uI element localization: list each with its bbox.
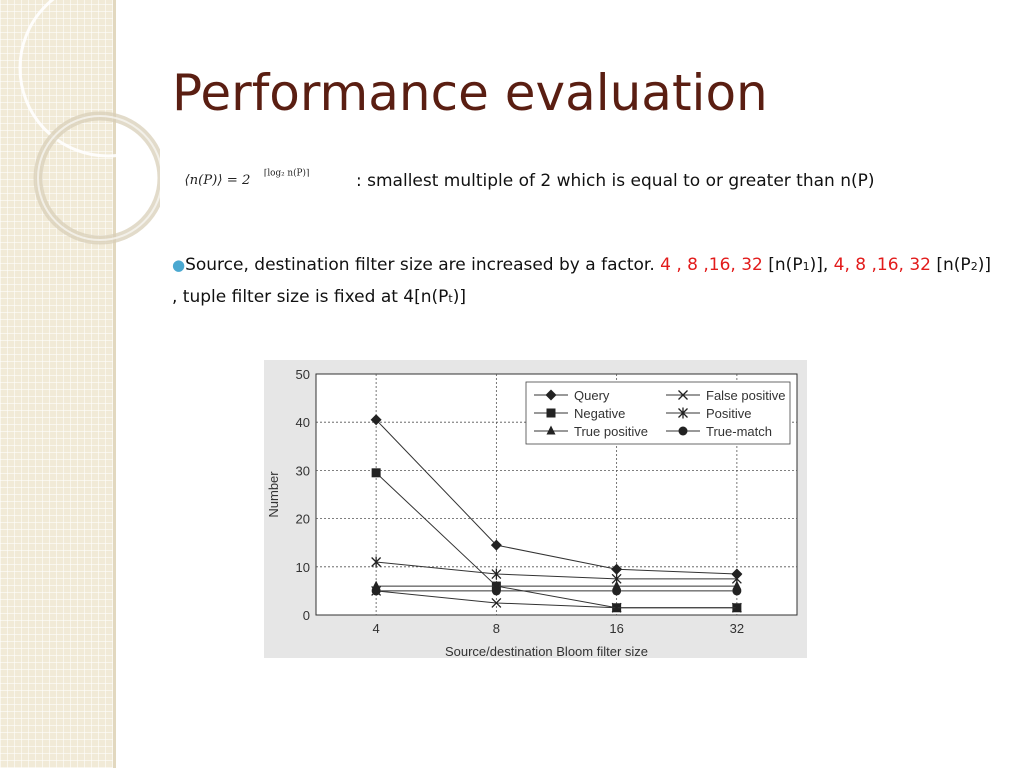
y-tick-label: 40 — [296, 415, 310, 430]
data-point-false-positive — [491, 597, 502, 608]
x-tick-label: 4 — [373, 621, 380, 636]
legend-label: True positive — [574, 424, 648, 439]
y-tick-label: 10 — [296, 560, 310, 575]
legend-marker — [545, 389, 557, 401]
data-point-true-match — [732, 586, 742, 596]
data-point-true-match — [491, 586, 501, 596]
bullet-red-values-2: 4, 8 ,16, 32 — [833, 255, 931, 275]
bullet-subscript-2: 2 — [970, 260, 978, 273]
formula-lhs: ⟨n(P)⟩ = 2 — [184, 173, 250, 188]
data-point-positive — [611, 573, 622, 585]
data-point-negative — [371, 468, 381, 478]
data-point-positive — [731, 573, 742, 585]
legend-label: Positive — [706, 406, 752, 421]
side-band-edge — [113, 0, 116, 768]
bullet-text-4: [n(P — [930, 255, 971, 275]
bullet-text-5: )] , tuple filter size is fixed at 4[n(P — [172, 255, 991, 307]
data-point-false-positive — [611, 602, 622, 613]
data-point-query — [370, 414, 382, 426]
y-tick-label: 50 — [296, 367, 310, 382]
bullet-text-1: Source, destination filter size are incr… — [185, 255, 661, 275]
legend-label: Query — [574, 388, 610, 403]
y-tick-label: 0 — [303, 608, 310, 623]
legend-marker — [546, 425, 556, 435]
data-point-positive — [371, 556, 382, 568]
bullet-subscript-1: 1 — [802, 260, 810, 273]
legend-marker — [678, 407, 688, 419]
bullet-text-2: [n(P — [762, 255, 803, 275]
bullet-text-6: )] — [452, 287, 467, 307]
y-tick-label: 20 — [296, 512, 310, 527]
legend-label: False positive — [706, 388, 785, 403]
x-tick-label: 32 — [730, 621, 744, 636]
formula-description: : smallest multiple of 2 which is equal … — [356, 171, 875, 191]
formula-exponent: ⌈log₂ n(P)⌉ — [264, 167, 309, 178]
legend-label: True-match — [706, 424, 772, 439]
series-line-false-positive — [376, 590, 737, 609]
bullet-subscript-3: t — [448, 292, 453, 305]
x-axis-label: Source/destination Bloom filter size — [445, 644, 648, 658]
data-point-true-match — [371, 586, 381, 596]
slide-title: Performance evaluation — [172, 64, 768, 122]
data-point-positive — [491, 568, 502, 580]
x-tick-label: 16 — [609, 621, 623, 636]
y-axis-label: Number — [266, 471, 281, 518]
legend-marker — [546, 408, 556, 418]
decorative-circles — [18, 0, 160, 245]
series-line-query — [375, 419, 737, 575]
data-point-false-positive — [731, 602, 742, 613]
bullet-text-3: )], — [809, 255, 834, 275]
legend-marker — [678, 426, 688, 436]
data-point-query — [611, 563, 623, 575]
bullet-red-values-1: 4 , 8 ,16, 32 — [660, 255, 763, 275]
bullet-item: ●Source, destination filter size are inc… — [172, 250, 992, 314]
x-tick-label: 8 — [493, 621, 500, 636]
legend-marker — [678, 390, 688, 400]
data-point-query — [490, 539, 502, 551]
formula-image: ⟨n(P)⟩ = 2 ⌈log₂ n(P)⌉ — [184, 167, 309, 188]
bullet-dot: ● — [172, 256, 186, 274]
chart-legend: Query Negative True positive False positive… — [525, 381, 791, 445]
data-point-true-match — [612, 586, 622, 596]
series-line-positive — [376, 561, 737, 580]
legend-box — [525, 381, 791, 445]
legend-label: Negative — [574, 406, 625, 421]
y-tick-label: 30 — [296, 463, 310, 478]
line-chart: 0 10 20 30 40 50 4 8 16 32 Source/destination Bloo… — [264, 360, 807, 658]
